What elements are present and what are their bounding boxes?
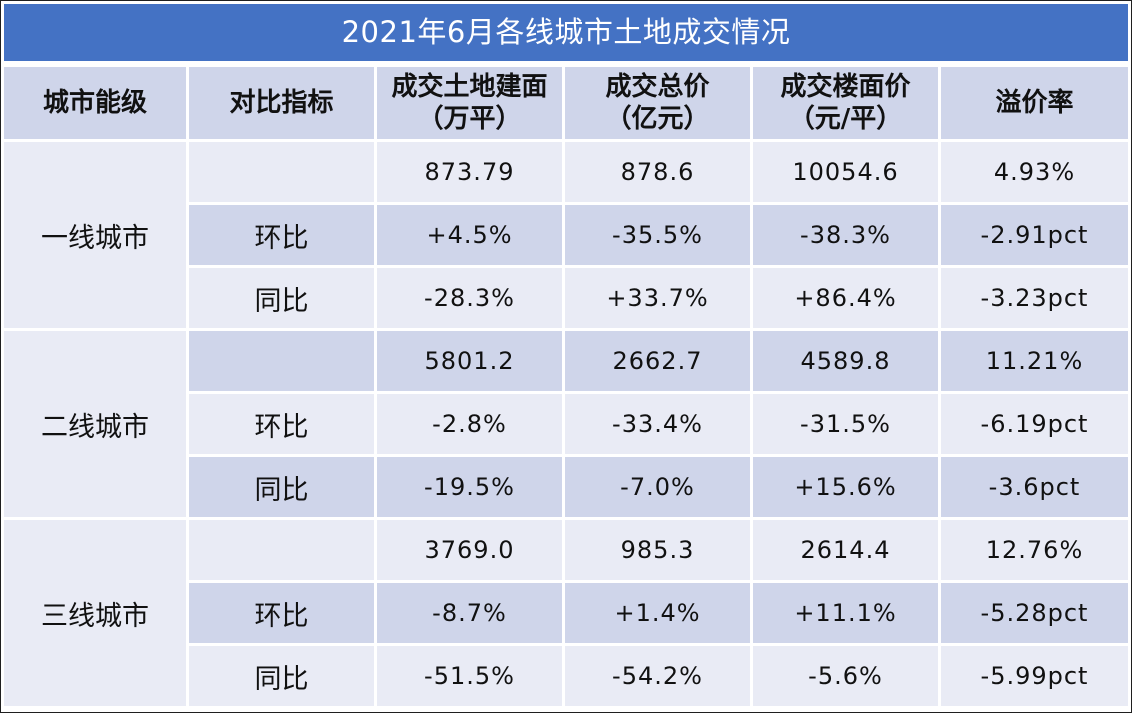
table-row: 环比 -8.7% +1.4% +11.1% -5.28pct	[4, 583, 1128, 646]
price-cell: -31.5%	[753, 394, 941, 457]
price-cell: +86.4%	[753, 268, 941, 331]
total-cell: -7.0%	[565, 457, 753, 520]
metric-cell: 环比	[189, 394, 377, 457]
header-row: 城市能级 对比指标 成交土地建面 （万平） 成交总价 （亿元） 成交楼面价 （元/平）…	[4, 67, 1128, 142]
metric-cell: 环比	[189, 583, 377, 646]
metric-cell: 同比	[189, 646, 377, 709]
tier-name: 一线城市	[4, 142, 189, 331]
total-cell: 2662.7	[565, 331, 753, 394]
premium-cell: 12.76%	[941, 520, 1128, 583]
premium-cell: -6.19pct	[941, 394, 1128, 457]
table-row: 三线城市 3769.0 985.3 2614.4 12.76%	[4, 520, 1128, 709]
premium-cell: 11.21%	[941, 331, 1128, 394]
total-cell: 878.6	[565, 142, 753, 205]
metric-cell: 同比	[189, 457, 377, 520]
tier-name: 三线城市	[4, 520, 189, 709]
table-row: 二线城市 5801.2 2662.7 4589.8 11.21%	[4, 331, 1128, 520]
total-cell: +1.4%	[565, 583, 753, 646]
header-land-area: 成交土地建面 （万平）	[377, 67, 565, 142]
area-cell: -2.8%	[377, 394, 565, 457]
table-row: 同比 -28.3% +33.7% +86.4% -3.23pct	[4, 268, 1128, 331]
total-cell: -54.2%	[565, 646, 753, 709]
table-row: 环比 +4.5% -35.5% -38.3% -2.91pct	[4, 205, 1128, 268]
header-premium-rate: 溢价率	[941, 67, 1128, 142]
metric-cell	[189, 520, 377, 583]
table-row: 同比 -51.5% -54.2% -5.6% -5.99pct	[4, 646, 1128, 709]
total-cell: +33.7%	[565, 268, 753, 331]
premium-cell: -3.23pct	[941, 268, 1128, 331]
metric-cell	[189, 331, 377, 394]
area-cell: -28.3%	[377, 268, 565, 331]
premium-cell: -3.6pct	[941, 457, 1128, 520]
price-cell: 10054.6	[753, 142, 941, 205]
area-cell: -51.5%	[377, 646, 565, 709]
header-total-price: 成交总价 （亿元）	[565, 67, 753, 142]
premium-cell: -5.28pct	[941, 583, 1128, 646]
price-cell: 4589.8	[753, 331, 941, 394]
area-cell: -8.7%	[377, 583, 565, 646]
area-cell: +4.5%	[377, 205, 565, 268]
header-floor-price: 成交楼面价 （元/平）	[753, 67, 941, 142]
table-row: 环比 -2.8% -33.4% -31.5% -6.19pct	[4, 394, 1128, 457]
tier-name: 二线城市	[4, 331, 189, 520]
area-cell: 5801.2	[377, 331, 565, 394]
total-cell: 985.3	[565, 520, 753, 583]
table-row: 一线城市 873.79 878.6 10054.6 4.93%	[4, 142, 1128, 331]
premium-cell: -2.91pct	[941, 205, 1128, 268]
metric-cell: 同比	[189, 268, 377, 331]
premium-cell: -5.99pct	[941, 646, 1128, 709]
area-cell: 3769.0	[377, 520, 565, 583]
header-city-tier: 城市能级	[4, 67, 189, 142]
total-cell: -35.5%	[565, 205, 753, 268]
area-cell: 873.79	[377, 142, 565, 205]
price-cell: +11.1%	[753, 583, 941, 646]
table-title: 2021年6月各线城市土地成交情况	[4, 4, 1128, 61]
price-cell: -5.6%	[753, 646, 941, 709]
total-cell: -33.4%	[565, 394, 753, 457]
table-row: 同比 -19.5% -7.0% +15.6% -3.6pct	[4, 457, 1128, 520]
price-cell: -38.3%	[753, 205, 941, 268]
land-transaction-table: 城市能级 对比指标 成交土地建面 （万平） 成交总价 （亿元） 成交楼面价 （元/平）…	[4, 67, 1128, 709]
area-cell: -19.5%	[377, 457, 565, 520]
header-metric: 对比指标	[189, 67, 377, 142]
price-cell: +15.6%	[753, 457, 941, 520]
metric-cell: 环比	[189, 205, 377, 268]
premium-cell: 4.93%	[941, 142, 1128, 205]
price-cell: 2614.4	[753, 520, 941, 583]
metric-cell	[189, 142, 377, 205]
